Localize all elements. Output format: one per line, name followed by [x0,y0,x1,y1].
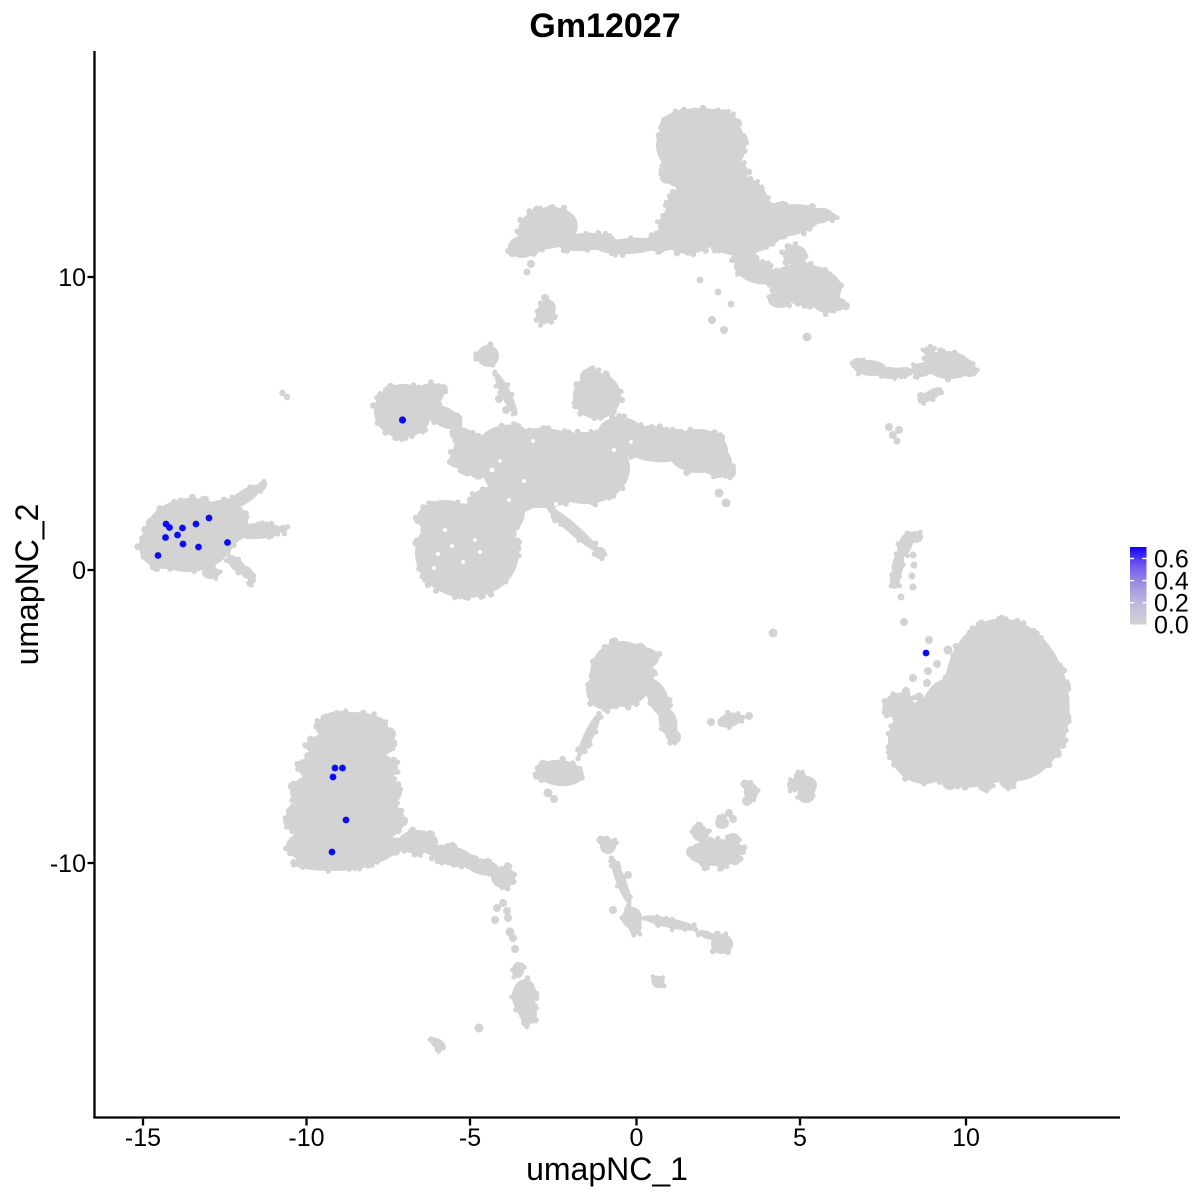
svg-text:-5: -5 [459,1124,481,1152]
svg-text:umapNC_1: umapNC_1 [526,1151,688,1187]
svg-text:0.2: 0.2 [1154,590,1189,618]
svg-text:0: 0 [630,1124,644,1152]
svg-text:-15: -15 [125,1124,161,1152]
svg-text:Gm12027: Gm12027 [529,7,680,45]
svg-text:10: 10 [58,264,86,292]
svg-text:0.0: 0.0 [1154,612,1189,640]
svg-text:-10: -10 [50,850,86,878]
svg-text:10: 10 [952,1124,980,1152]
svg-text:0.4: 0.4 [1154,568,1189,596]
svg-text:umapNC_2: umapNC_2 [9,504,45,666]
svg-text:0.6: 0.6 [1154,545,1189,573]
svg-text:5: 5 [793,1124,807,1152]
svg-text:0: 0 [72,557,86,585]
svg-text:-10: -10 [288,1124,324,1152]
